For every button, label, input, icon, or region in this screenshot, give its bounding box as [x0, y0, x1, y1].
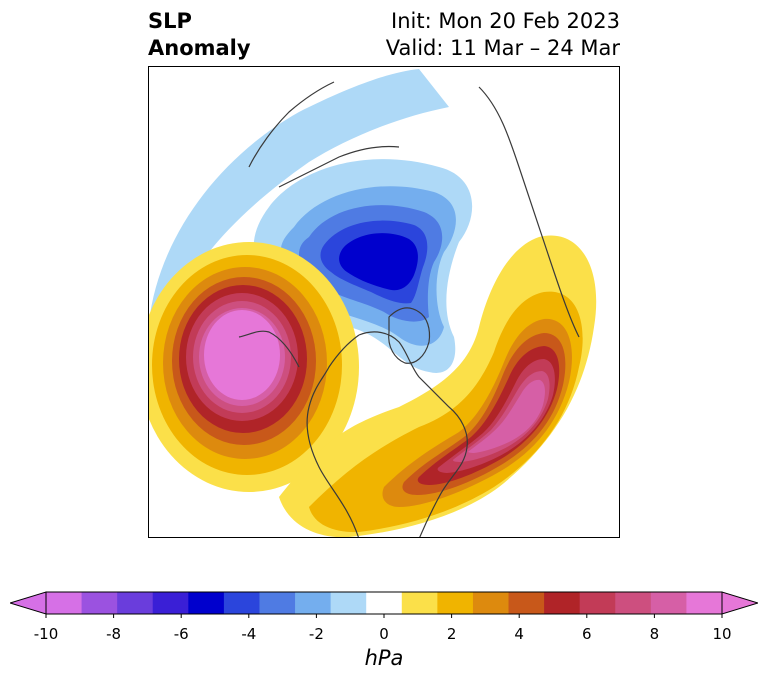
colorbar-segment [508, 592, 545, 614]
map-title-right: Init: Mon 20 Feb 2023 Valid: 11 Mar – 24… [386, 8, 620, 62]
atlantic-high-core [468, 379, 545, 453]
colorbar-tick-label: 6 [582, 625, 592, 643]
colorbar-segment [330, 592, 367, 614]
colorbar-tick-label: -2 [308, 625, 324, 643]
colorbar-segment [188, 592, 225, 614]
colorbar-unit-label: hPa [364, 646, 404, 670]
colorbar-segment [46, 592, 83, 614]
colorbar-segment [650, 592, 687, 614]
colorbar-segment [615, 592, 652, 614]
title-variable-sub: Anomaly [148, 36, 251, 60]
colorbar-segment [81, 592, 118, 614]
valid-range-label: Valid: 11 Mar – 24 Mar [385, 36, 620, 60]
colorbar-tick-label: 4 [514, 625, 524, 643]
colorbar-segment [295, 592, 332, 614]
colorbar-tick-label: -10 [33, 625, 59, 643]
gulf-high-core [204, 310, 280, 400]
arctic-low-core [339, 233, 418, 291]
colorbar-tick-label: 10 [712, 625, 732, 643]
colorbar-segment [544, 592, 581, 614]
colorbar-extend-low [10, 591, 47, 615]
colorbar-extend-high [721, 591, 758, 615]
colorbar-segment [223, 592, 260, 614]
colorbar-segment [366, 592, 403, 614]
colorbar-tick-label: -4 [241, 625, 257, 643]
colorbar-segment [579, 592, 616, 614]
colorbar-segment [437, 592, 474, 614]
colorbar-segment [472, 592, 510, 614]
map-panel [148, 66, 620, 538]
anomaly-map [149, 69, 597, 537]
colorbar-segment [686, 592, 723, 614]
pacific-low-region [149, 69, 449, 322]
colorbar-tick-label: 8 [649, 625, 660, 643]
colorbar-tick-label: -8 [106, 625, 122, 643]
colorbar-tick-label: 2 [446, 625, 457, 643]
map-title-left: SLP Anomaly [148, 8, 251, 62]
colorbar-segment [117, 592, 154, 614]
colorbar-segment [152, 592, 189, 614]
colorbar-tick-label: -6 [173, 625, 189, 643]
colorbar-segment [401, 592, 438, 614]
init-date-label: Init: Mon 20 Feb 2023 [391, 9, 620, 33]
title-variable: SLP [148, 9, 192, 33]
colorbar-tick-label: 0 [379, 625, 389, 643]
coastlines [238, 81, 580, 537]
colorbar [10, 591, 758, 618]
colorbar-segment [259, 592, 296, 614]
